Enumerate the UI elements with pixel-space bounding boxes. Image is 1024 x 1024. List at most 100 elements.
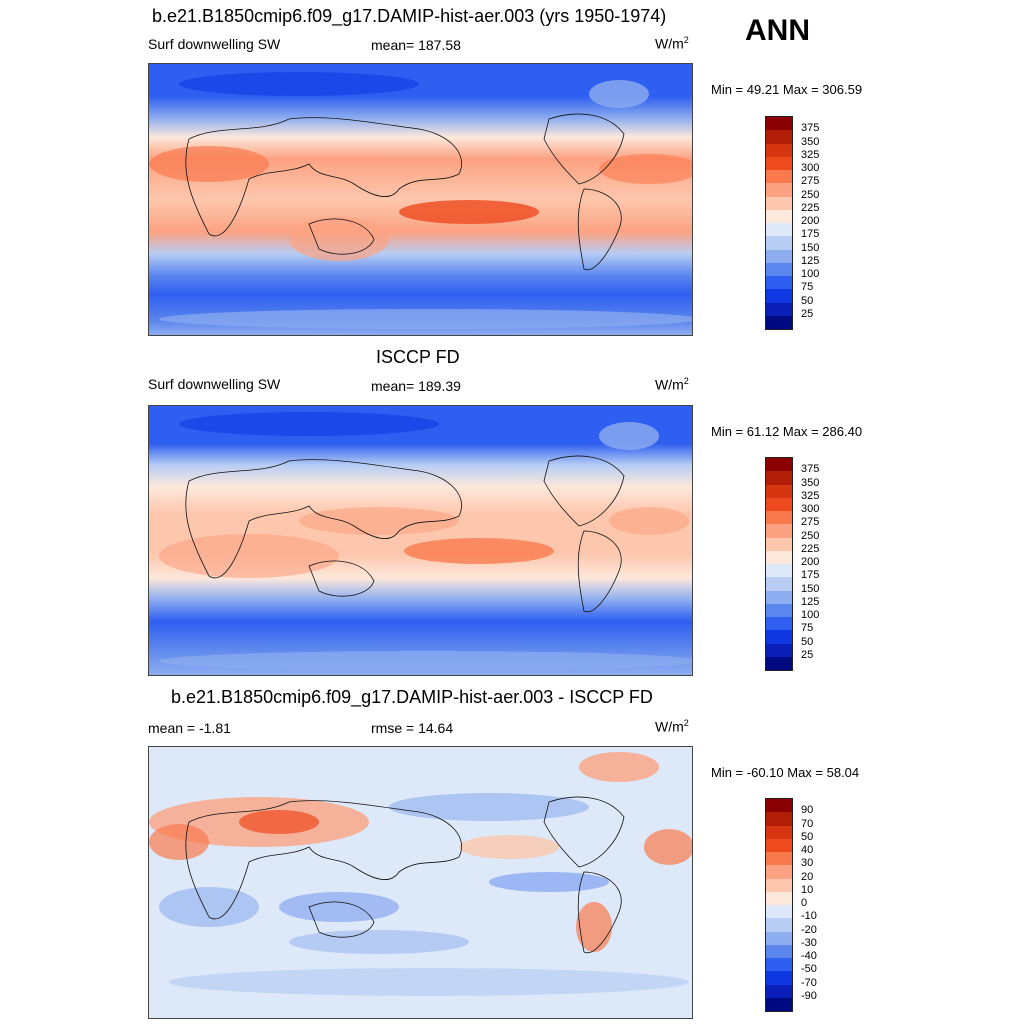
colorbar-swatch [766, 905, 792, 919]
colorbar-swatch [766, 130, 792, 144]
colorbar-tick-label: 25 [801, 307, 814, 320]
season-label: ANN [745, 14, 810, 47]
colorbar-swatch [766, 511, 792, 525]
colorbar-swatch [766, 878, 792, 892]
colorbar-tick-label: 100 [801, 268, 820, 280]
colorbar-swatch [766, 497, 792, 511]
panel1-title: b.e21.B1850cmip6.f09_g17.DAMIP-hist-aer.… [152, 6, 667, 26]
colorbar-tick-label: 90 [801, 804, 814, 817]
colorbar-tick-label: 325 [801, 489, 820, 502]
colorbar-tick-label: 150 [801, 241, 820, 254]
colorbar-swatch [766, 799, 792, 813]
colorbar-tick-label: 375 [801, 122, 820, 135]
colorbar-tick-label: 350 [801, 135, 820, 148]
colorbar-swatch [766, 656, 792, 670]
colorbar-tick-label: 175 [801, 569, 820, 582]
colorbar-swatch [766, 918, 792, 932]
colorbar-swatch [766, 617, 792, 631]
colorbar-tick-label: 0 [801, 897, 808, 909]
colorbar-swatch [766, 997, 792, 1011]
colorbar-tick-label: 275 [801, 516, 820, 529]
colorbar-swatch [766, 643, 792, 657]
colorbar-swatch [766, 971, 792, 985]
panel3-minmax: Min = -60.10 Max = 58.04 [711, 765, 860, 780]
colorbar-tick-label: 175 [801, 228, 820, 241]
colorbar-tick-label: 225 [801, 201, 820, 214]
colorbar-swatch [766, 315, 792, 329]
colorbar-swatch [766, 471, 792, 485]
colorbar-swatch [766, 236, 792, 250]
colorbar-tick-label: -30 [801, 936, 817, 949]
colorbar-swatch [766, 812, 792, 826]
panel1-units: W/m2 [655, 35, 689, 52]
panel3-colorbar [765, 798, 793, 1012]
colorbar-tick-label: 50 [801, 294, 814, 307]
colorbar-tick-label: 30 [801, 857, 814, 870]
colorbar-swatch [766, 825, 792, 839]
colorbar-tick-label: 75 [801, 281, 814, 294]
colorbar-swatch [766, 931, 792, 945]
colorbar-swatch [766, 156, 792, 170]
colorbar-swatch [766, 590, 792, 604]
colorbar-swatch [766, 143, 792, 157]
colorbar-swatch [766, 630, 792, 644]
panel1-map-field [149, 64, 692, 335]
panel1-colorbar [765, 116, 793, 330]
colorbar-tick-label: 200 [801, 556, 820, 568]
colorbar-tick-label: 300 [801, 503, 820, 515]
colorbar-swatch [766, 289, 792, 303]
panel1-map [148, 63, 693, 336]
panel1-minmax: Min = 49.21 Max = 306.59 [711, 82, 863, 97]
panel2-map [148, 405, 693, 676]
panel2-title: ISCCP FD [376, 347, 460, 367]
colorbar-swatch [766, 249, 792, 263]
colorbar-swatch [766, 838, 792, 852]
colorbar-swatch [766, 524, 792, 538]
panel3-map-field [149, 747, 692, 1018]
panel2-variable-label: Surf downwelling SW [148, 376, 281, 392]
panel3-units: W/m2 [655, 718, 689, 735]
colorbar-swatch [766, 564, 792, 578]
panel3-mean-label: mean = -1.81 [148, 720, 231, 736]
colorbar-tick-label: 75 [801, 622, 814, 635]
colorbar-tick-label: 70 [801, 817, 814, 830]
colorbar-tick-label: -70 [801, 976, 817, 989]
colorbar-swatch [766, 170, 792, 184]
colorbar-swatch [766, 196, 792, 210]
colorbar-swatch [766, 865, 792, 879]
colorbar-swatch [766, 223, 792, 237]
colorbar-swatch [766, 209, 792, 223]
colorbar-swatch [766, 276, 792, 290]
colorbar-tick-label: 350 [801, 476, 820, 489]
panel2-colorbar [765, 457, 793, 671]
colorbar-swatch [766, 537, 792, 551]
colorbar-tick-label: 50 [801, 830, 814, 843]
colorbar-swatch [766, 458, 792, 472]
colorbar-swatch [766, 944, 792, 958]
colorbar-tick-label: 150 [801, 582, 820, 595]
colorbar-tick-label: 250 [801, 529, 820, 542]
colorbar-swatch [766, 603, 792, 617]
panel1-mean-label: mean= 187.58 [371, 37, 461, 53]
colorbar-tick-label: -40 [801, 950, 817, 962]
panel2-units: W/m2 [655, 376, 689, 393]
colorbar-tick-label: 200 [801, 215, 820, 227]
colorbar-tick-label: -90 [801, 989, 817, 1002]
colorbar-swatch [766, 262, 792, 276]
colorbar-tick-label: 250 [801, 188, 820, 201]
colorbar-swatch [766, 484, 792, 498]
colorbar-tick-label: 40 [801, 844, 814, 856]
colorbar-swatch [766, 891, 792, 905]
colorbar-tick-label: 10 [801, 883, 814, 896]
panel1-variable-label: Surf downwelling SW [148, 36, 281, 52]
colorbar-swatch [766, 117, 792, 131]
panel3-rmse-label: rmse = 14.64 [371, 720, 454, 736]
colorbar-swatch [766, 958, 792, 972]
colorbar-tick-label: 50 [801, 635, 814, 648]
panel2-map-field [149, 406, 692, 675]
colorbar-swatch [766, 984, 792, 998]
colorbar-swatch [766, 852, 792, 866]
colorbar-tick-label: 325 [801, 148, 820, 161]
colorbar-swatch [766, 577, 792, 591]
colorbar-tick-label: 125 [801, 254, 820, 267]
